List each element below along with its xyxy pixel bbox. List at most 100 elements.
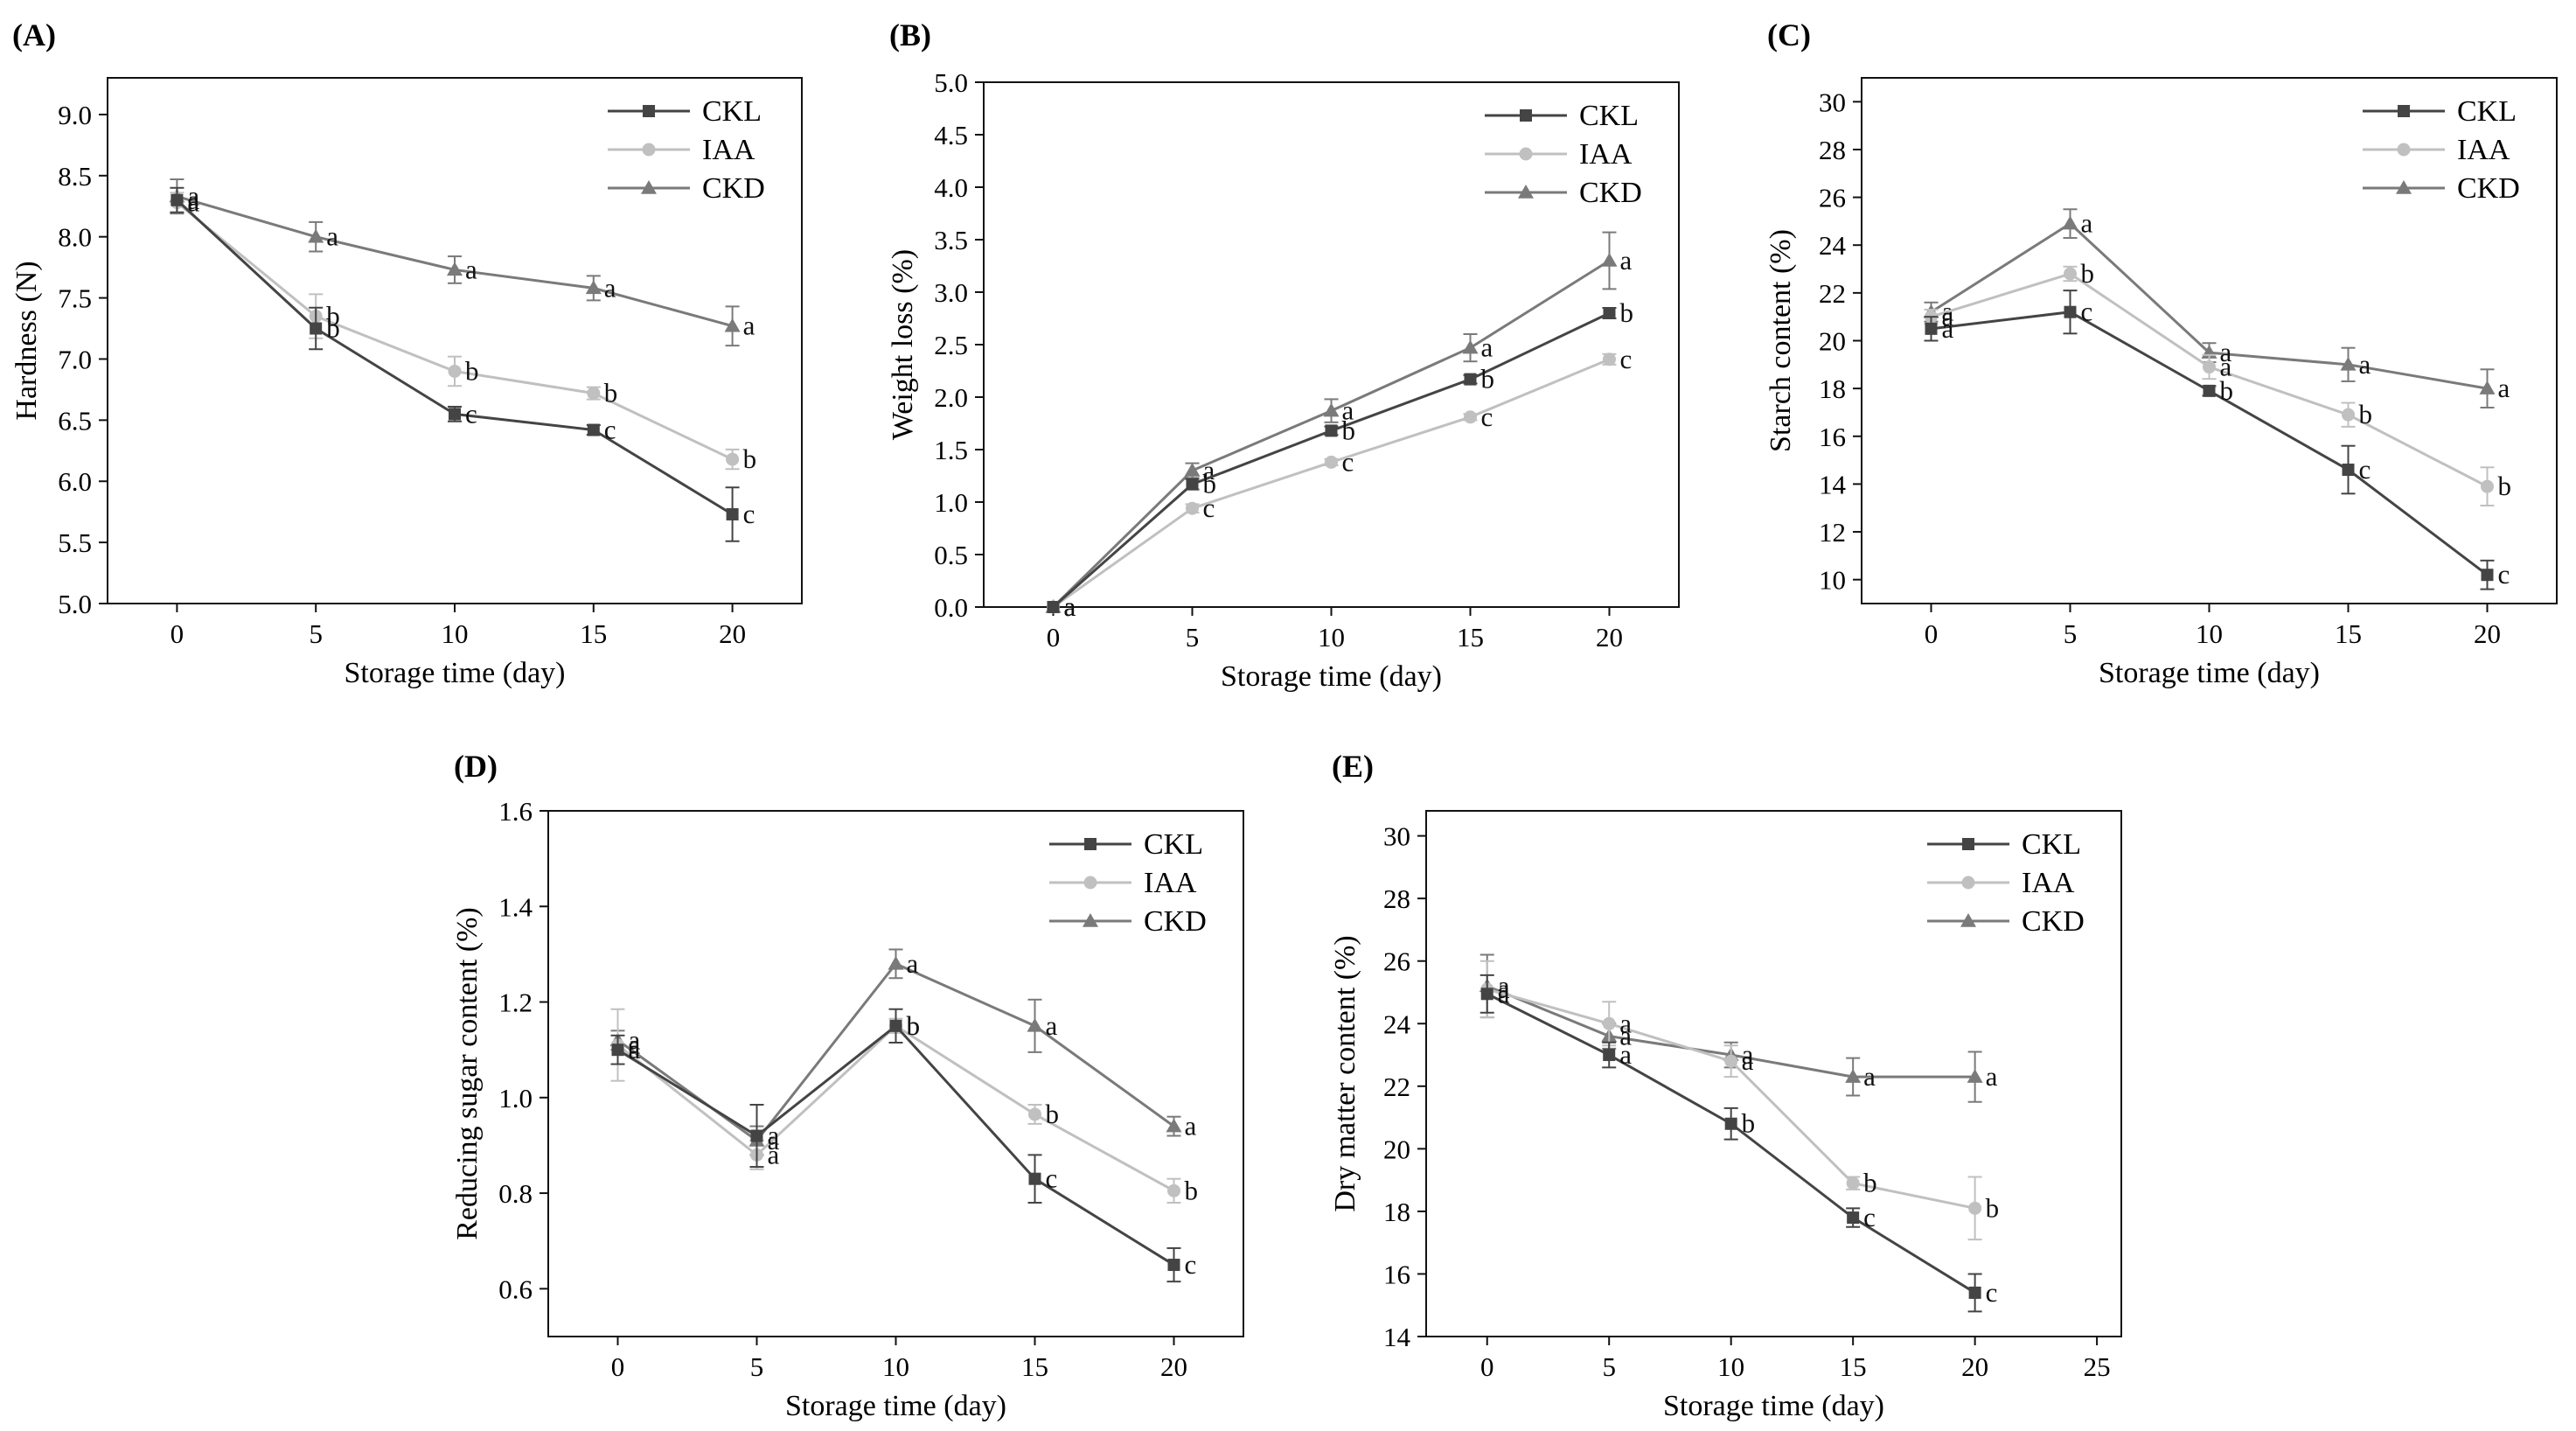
data-point — [2481, 479, 2494, 493]
y-tick-label: 20 — [1819, 326, 1846, 357]
y-tick-label: 14 — [1383, 1322, 1411, 1352]
y-tick-label: 10 — [1819, 565, 1846, 596]
x-tick-label: 20 — [1596, 622, 1623, 653]
significance-letter: b — [907, 1010, 921, 1041]
data-point — [1028, 1172, 1041, 1185]
significance-letter: b — [1481, 364, 1495, 394]
legend-marker — [2396, 180, 2412, 194]
x-tick-label: 10 — [2196, 618, 2223, 649]
series-line — [1486, 988, 1975, 1210]
series-line — [616, 961, 1175, 1143]
data-point — [448, 364, 462, 378]
significance-letter: b — [2359, 399, 2373, 429]
significance-letter: a — [1498, 974, 1510, 1004]
legend: CKL IAA CKD — [1485, 100, 1642, 209]
significance-letter: c — [1203, 492, 1215, 523]
significance-letter: c — [1986, 1277, 1998, 1308]
significance-letter: b — [1986, 1192, 2000, 1223]
y-tick-label: 1.0 — [934, 487, 968, 518]
significance-letter: a — [1986, 1061, 1998, 1092]
legend-label-ckl: CKL — [2022, 828, 2081, 861]
y-tick-label: 14 — [1819, 469, 1847, 499]
data-point — [585, 280, 602, 295]
panel-label: (E) — [1332, 749, 1374, 784]
data-point — [310, 322, 323, 335]
x-tick-label: 20 — [1160, 1351, 1187, 1382]
significance-letter: a — [326, 221, 338, 252]
data-point — [1325, 455, 1338, 469]
y-axis-label: Dry matter content (%) — [1329, 935, 1361, 1211]
significance-letter: a — [604, 272, 616, 303]
data-point — [1166, 1118, 1182, 1133]
significance-letter: b — [1742, 1108, 1756, 1139]
legend-label-ckl: CKL — [1579, 100, 1639, 132]
y-tick-label: 5.0 — [934, 67, 968, 98]
data-point — [889, 1019, 902, 1032]
data-point — [587, 423, 600, 436]
x-tick-label: 15 — [580, 618, 607, 649]
data-point — [2340, 356, 2357, 371]
data-point — [724, 318, 741, 332]
x-tick-label: 0 — [1047, 622, 1061, 653]
significance-letter: b — [604, 378, 618, 408]
data-point — [1846, 1176, 1860, 1190]
significance-letter: a — [187, 187, 199, 218]
y-tick-label: 26 — [1819, 183, 1846, 213]
data-point — [1724, 1117, 1737, 1130]
y-axis-label: Weight loss (%) — [887, 249, 919, 440]
data-point — [1603, 353, 1616, 366]
significance-letter: a — [1481, 332, 1493, 363]
significance-letter: c — [743, 499, 755, 529]
y-tick-label: 2.0 — [934, 382, 968, 413]
significance-letter: a — [1064, 591, 1076, 622]
data-point — [2062, 215, 2078, 230]
x-tick-label: 5 — [750, 1351, 764, 1382]
x-tick-label: 5 — [2064, 618, 2078, 649]
x-axis-label: Storage time (day) — [2099, 657, 2320, 689]
legend-marker — [643, 105, 655, 117]
y-axis-label: Hardness (N) — [10, 261, 43, 420]
significance-letter: b — [1620, 297, 1634, 328]
series-line — [1486, 992, 1976, 1295]
significance-letter: b — [2498, 471, 2512, 501]
chart-panel-a: (A) 0 5 10 15 20 5.0 5.5 6.0 6.5 7.0 7.5 8.0 8.5 9.0 St… — [10, 17, 803, 689]
legend-label-ckl: CKL — [702, 95, 762, 128]
y-tick-label: 30 — [1819, 87, 1846, 117]
y-tick-label: 16 — [1383, 1259, 1410, 1289]
data-point — [1925, 322, 1938, 335]
significance-letter: b — [2081, 258, 2095, 289]
significance-letter: a — [907, 948, 919, 979]
plot-frame — [1425, 810, 2122, 1337]
significance-letter: a — [1942, 301, 1954, 332]
y-tick-label: 16 — [1819, 422, 1846, 452]
significance-letter: a — [1498, 978, 1510, 1009]
significance-letter: a — [629, 1024, 641, 1055]
y-tick-label: 2.5 — [934, 330, 968, 360]
legend-label-iaa: IAA — [1144, 867, 1197, 899]
panel-label: (C) — [1767, 17, 1811, 52]
significance-letter: c — [604, 415, 616, 445]
x-tick-label: 15 — [1021, 1351, 1048, 1382]
data-point — [1027, 1017, 1043, 1032]
panel-label: (D) — [454, 749, 498, 784]
significance-letter: c — [2081, 297, 2093, 327]
data-point — [1047, 601, 1060, 613]
data-point — [1968, 1201, 1982, 1215]
significance-letter: c — [2359, 454, 2371, 485]
significance-letter: a — [2081, 208, 2093, 239]
data-point — [2203, 384, 2216, 397]
data-point — [1967, 1069, 1983, 1083]
significance-letter: c — [465, 398, 477, 429]
significance-letter: c — [1481, 401, 1493, 432]
panel-label: (A) — [12, 17, 56, 52]
legend-label-iaa: IAA — [2022, 867, 2075, 899]
significance-letter: b — [326, 313, 340, 344]
y-tick-label: 3.0 — [934, 277, 968, 308]
legend-label-ckd: CKD — [1579, 177, 1642, 209]
significance-letter: a — [629, 1030, 641, 1060]
